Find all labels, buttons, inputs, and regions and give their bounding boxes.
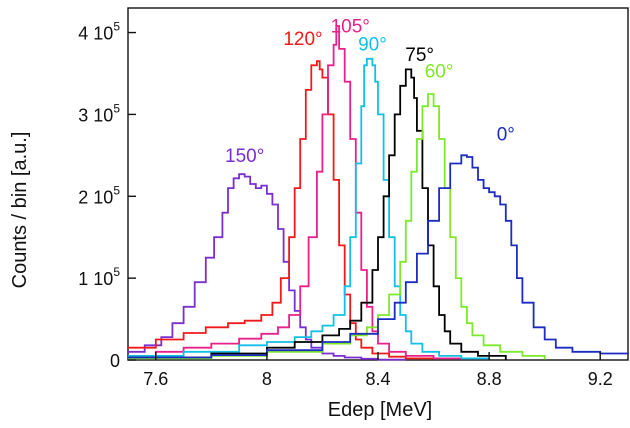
y-axis-title: Counts / bin [a.u.] (9, 132, 31, 289)
y-tick-label: 2 105 (78, 183, 120, 207)
axes: 7.6 8 8.4 8.8 9.2 0 1 105 2 105 3 105 4 105 (78, 20, 612, 389)
series-label-3: 105° (331, 17, 370, 38)
y-tick-label: 0 (110, 351, 120, 371)
series-line-2 (128, 60, 435, 360)
x-tick-label: 8 (262, 369, 272, 389)
series-line-6 (128, 93, 546, 360)
series-line-4 (128, 57, 490, 360)
y-tick-label: 4 105 (78, 20, 120, 44)
series-line-3 (128, 25, 463, 360)
series-label-7: 0° (497, 125, 515, 146)
series-group (128, 25, 629, 361)
plot-area (127, 7, 629, 361)
series-label-4: 90° (358, 35, 387, 56)
series-line-1 (128, 173, 407, 361)
series-label-5: 75° (405, 45, 434, 66)
plot-frame (127, 7, 629, 361)
y-tick-label: 3 105 (78, 101, 120, 125)
y-tick-label: 1 105 (78, 265, 120, 289)
series-label-1: 150° (225, 146, 264, 167)
series-line-5 (128, 68, 507, 360)
series-labels: 150° 120° 105°90° 75°60° 0° (225, 17, 515, 167)
x-tick-label: 9.2 (588, 369, 613, 389)
series-label-2: 120° (283, 29, 322, 50)
x-tick-label: 7.6 (143, 369, 168, 389)
series-label-6: 60° (425, 62, 454, 83)
x-tick-label: 8.8 (477, 369, 502, 389)
x-tick-label: 8.4 (365, 369, 390, 389)
x-axis-title: Edep [MeV] (328, 399, 433, 421)
series-line-7 (128, 154, 629, 359)
